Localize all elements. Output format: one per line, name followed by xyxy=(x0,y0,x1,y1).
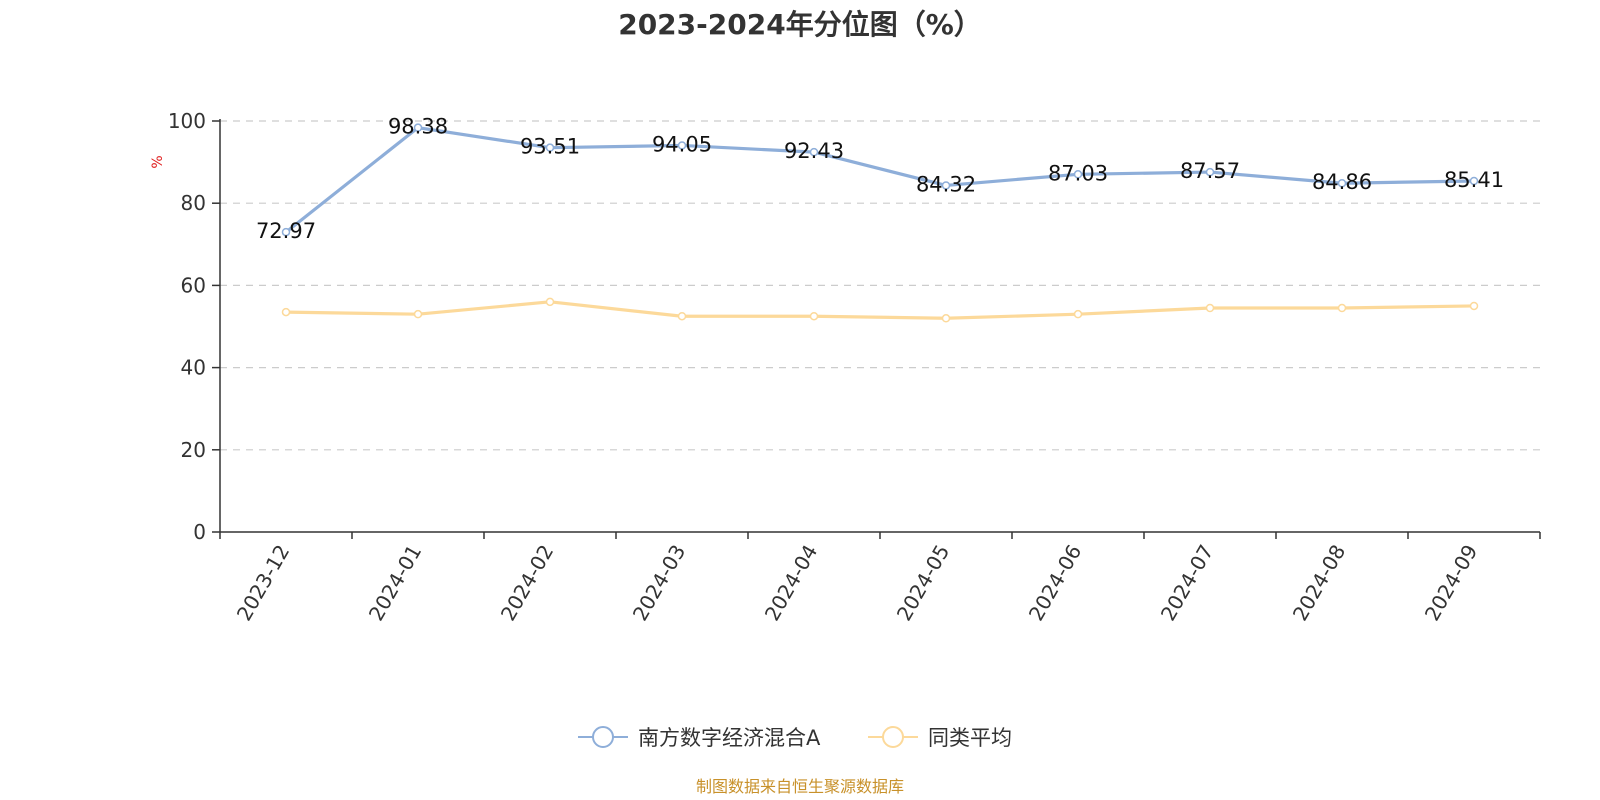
data-label: 94.05 xyxy=(652,132,712,156)
x-tick-label: 2024-02 xyxy=(496,541,559,625)
y-tick-label: 100 xyxy=(168,109,206,133)
data-label: 84.86 xyxy=(1312,170,1372,194)
legend: 南方数字经济混合A 同类平均 xyxy=(578,726,1012,750)
legend-marker xyxy=(592,726,614,748)
x-tick-label: 2024-07 xyxy=(1156,541,1219,625)
data-point xyxy=(1205,167,1215,177)
y-tick-label: 80 xyxy=(181,191,206,215)
source-text: 制图数据来自恒生聚源数据库 xyxy=(696,777,904,796)
legend-label: 南方数字经济混合A xyxy=(638,726,821,750)
chart-title: 2023-2024年分位图（%） xyxy=(618,8,982,41)
data-point xyxy=(1073,170,1083,179)
data-point xyxy=(1469,176,1479,186)
data-point xyxy=(809,311,819,321)
x-tick-label: 2023-12 xyxy=(232,541,295,625)
data-point xyxy=(677,141,687,150)
data-point xyxy=(281,307,291,317)
data-point xyxy=(809,147,819,157)
series-layer xyxy=(281,123,1479,323)
data-label: 93.51 xyxy=(520,135,580,159)
x-tick-label: 2024-08 xyxy=(1288,541,1351,625)
x-tick-label: 2024-09 xyxy=(1420,541,1483,625)
y-tick-label: 60 xyxy=(181,273,206,297)
legend-label: 同类平均 xyxy=(928,726,1012,750)
data-label: 87.03 xyxy=(1048,161,1108,185)
data-point xyxy=(1469,301,1479,311)
x-tick-label: 2024-06 xyxy=(1024,541,1087,625)
data-point xyxy=(941,314,951,323)
data-point xyxy=(677,311,687,321)
data-point xyxy=(281,227,291,237)
data-label: 98.38 xyxy=(388,115,448,139)
data-label: 72.97 xyxy=(256,219,316,243)
data-point xyxy=(413,309,423,319)
data-point xyxy=(1337,303,1347,313)
x-tick-label: 2024-05 xyxy=(892,541,955,625)
data-point xyxy=(941,181,951,190)
data-label: 87.57 xyxy=(1180,159,1240,183)
data-point xyxy=(545,297,555,307)
y-tick-label: 0 xyxy=(193,520,206,544)
y-tick-label: 40 xyxy=(181,356,206,380)
x-tick-label: 2024-03 xyxy=(628,541,691,625)
x-tick-label: 2024-04 xyxy=(760,541,823,625)
data-point xyxy=(545,143,555,152)
data-point xyxy=(1205,303,1215,313)
data-label: 92.43 xyxy=(784,139,844,163)
data-point xyxy=(1337,178,1347,188)
data-label: 84.32 xyxy=(916,172,976,196)
x-tick-label: 2024-01 xyxy=(364,541,427,625)
y-axis-label: % xyxy=(150,155,166,168)
data-point xyxy=(1073,309,1083,319)
data-point xyxy=(413,123,423,132)
data-label: 85.41 xyxy=(1444,168,1504,192)
y-tick-label: 20 xyxy=(181,438,206,462)
data-labels: 72.97 98.38 93.51 94.05 92.43 84.32 87.03 87.57… xyxy=(256,115,1504,243)
legend-marker xyxy=(882,726,904,748)
series-line xyxy=(285,300,1475,320)
series-line xyxy=(285,126,1475,234)
